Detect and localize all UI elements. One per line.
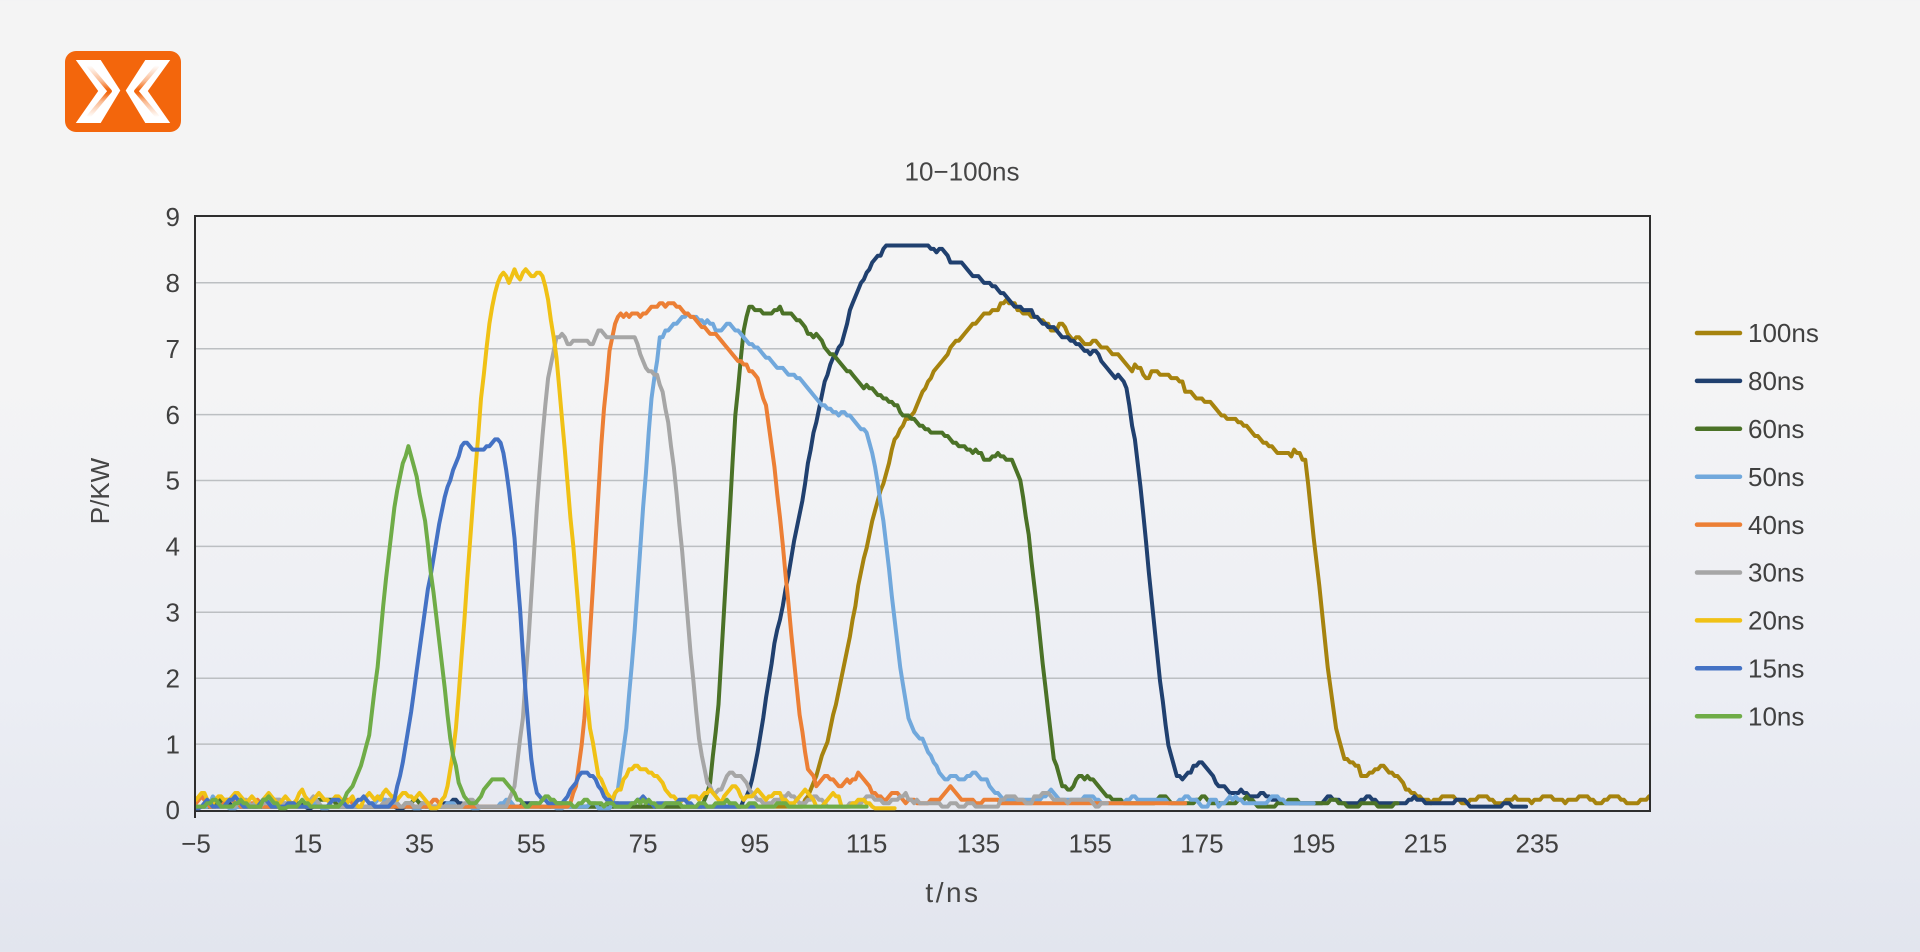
svg-text:−5: −5 (181, 829, 211, 859)
svg-text:100ns: 100ns (1748, 318, 1819, 348)
svg-text:215: 215 (1404, 829, 1447, 859)
svg-text:10ns: 10ns (1748, 701, 1804, 731)
svg-text:60ns: 60ns (1748, 414, 1804, 444)
svg-text:0: 0 (166, 795, 180, 825)
svg-text:15: 15 (293, 829, 322, 859)
svg-text:7: 7 (166, 334, 180, 364)
svg-text:135: 135 (957, 829, 1000, 859)
svg-text:80ns: 80ns (1748, 366, 1804, 396)
svg-text:175: 175 (1180, 829, 1223, 859)
svg-text:75: 75 (629, 829, 658, 859)
svg-text:20ns: 20ns (1748, 606, 1804, 636)
svg-text:95: 95 (740, 829, 769, 859)
svg-text:8: 8 (166, 268, 180, 298)
svg-text:10−100ns: 10−100ns (905, 157, 1020, 187)
svg-text:155: 155 (1069, 829, 1112, 859)
svg-text:235: 235 (1516, 829, 1559, 859)
svg-text:9: 9 (166, 202, 180, 232)
svg-text:P/KW: P/KW (85, 457, 115, 524)
svg-text:5: 5 (166, 466, 180, 496)
svg-text:50ns: 50ns (1748, 462, 1804, 492)
svg-text:6: 6 (166, 400, 180, 430)
svg-text:4: 4 (166, 532, 180, 562)
svg-text:2: 2 (166, 663, 180, 693)
svg-text:40ns: 40ns (1748, 510, 1804, 540)
svg-text:55: 55 (517, 829, 546, 859)
svg-text:t/ns: t/ns (925, 877, 980, 908)
svg-text:30ns: 30ns (1748, 558, 1804, 588)
svg-text:15ns: 15ns (1748, 654, 1804, 684)
svg-text:3: 3 (166, 598, 180, 628)
svg-text:115: 115 (846, 829, 887, 859)
svg-text:195: 195 (1292, 829, 1335, 859)
svg-text:1: 1 (166, 729, 180, 759)
svg-text:35: 35 (405, 829, 434, 859)
